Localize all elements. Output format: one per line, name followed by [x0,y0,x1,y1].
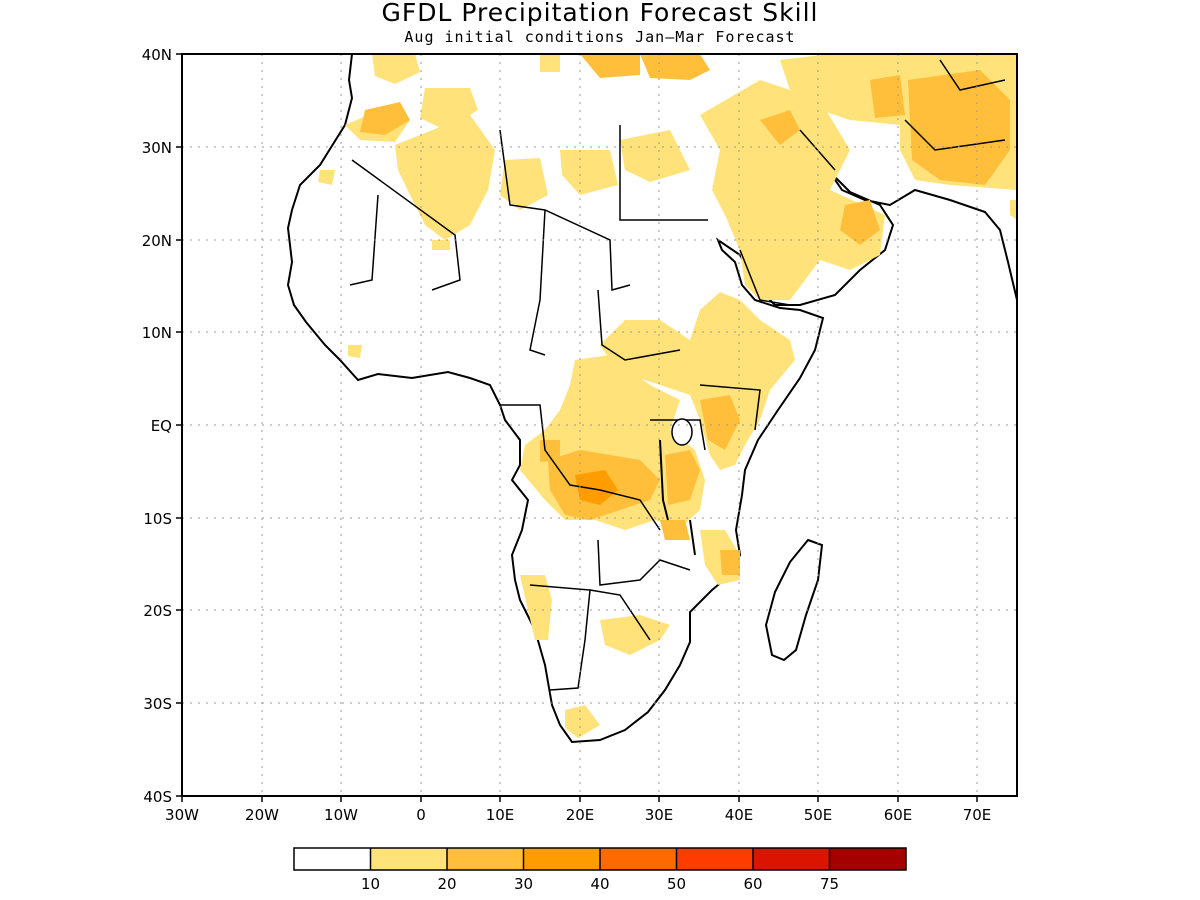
map-subtitle: Aug initial conditions Jan–Mar Forecast [404,28,796,46]
graticule [182,54,1017,796]
colorbar: 10 20 30 40 50 60 75 [293,847,907,893]
country-borders [349,59,1006,691]
colorbar-label: 50 [667,875,686,893]
lon-label: 50E [804,806,833,824]
lon-label: 20E [566,806,595,824]
skill-30-40 [575,470,618,505]
map-title: GFDL Precipitation Forecast Skill [381,0,819,27]
colorbar-swatch [523,848,600,870]
colorbar-label: 60 [743,875,762,893]
lat-label: 40N [142,46,172,64]
lon-label: 20W [245,806,279,824]
colorbar-swatch [600,848,677,870]
colorbar-label: 30 [514,875,533,893]
lat-label: 30S [143,695,172,713]
lake-victoria [671,418,693,446]
lat-labels: 40N 30N 20N 10N EQ 10S 20S 30S 40S [142,46,172,806]
lat-label: 10N [142,324,172,342]
lon-label: 10E [486,806,515,824]
lon-label: 60E [884,806,913,824]
lat-label: 30N [142,139,172,157]
lon-labels: 30W 20W 10W 0 10E 20E 30E 40E 50E 60E 70… [165,806,991,824]
madagascar-outline [764,538,824,662]
colorbar-swatch [676,848,753,870]
colorbar-label: 20 [437,875,456,893]
lat-label: 20S [143,602,172,620]
colorbar-label: 40 [590,875,609,893]
colorbar-swatch [370,848,447,870]
colorbar-label: 10 [361,875,380,893]
lon-label: 70E [963,806,992,824]
colorbar-swatch [829,848,906,870]
lat-label: 10S [143,510,172,528]
lake-tanganyika [659,439,669,521]
skill-20-30 [360,54,1010,575]
lon-label: 30W [165,806,199,824]
lat-label: 40S [143,788,172,806]
lon-label: 0 [416,806,426,824]
lon-label: 10W [324,806,358,824]
lon-label: 30E [645,806,674,824]
colorbar-swatch [447,848,524,870]
colorbar-swatch [753,848,830,870]
lake-malawi [689,519,696,556]
lat-label: 20N [142,232,172,250]
axis-ticks [176,53,978,802]
colorbar-label: 75 [820,875,839,893]
lon-label: 40E [725,806,754,824]
lat-label: EQ [151,417,172,435]
colorbar-swatch [294,848,371,870]
